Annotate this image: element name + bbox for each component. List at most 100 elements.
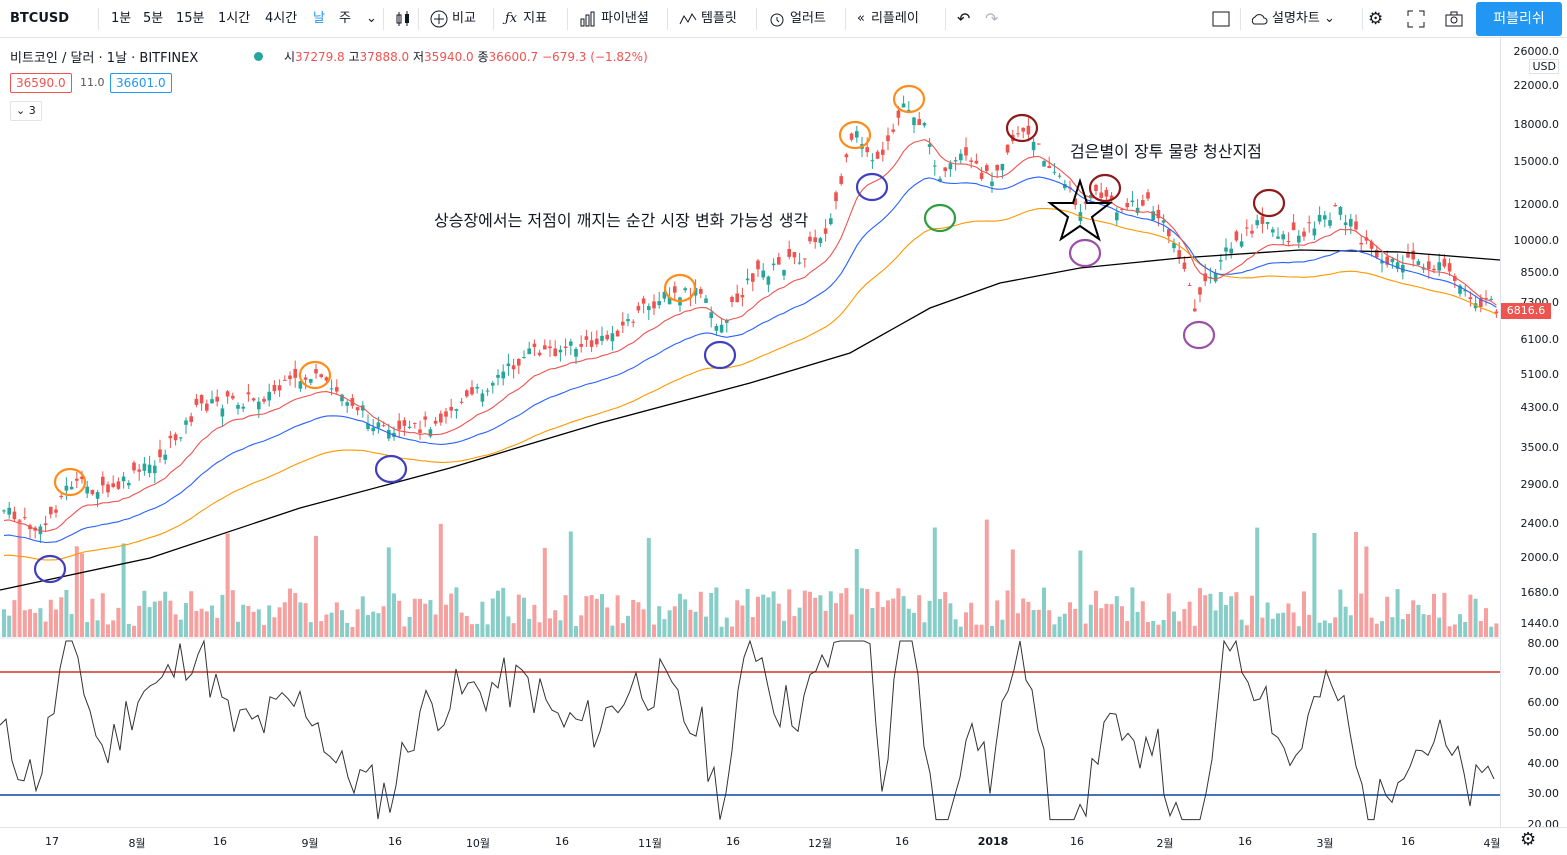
circle-marker[interactable] <box>892 84 926 114</box>
volume-bar <box>610 625 615 637</box>
interval-week[interactable]: 주 <box>339 11 351 26</box>
circle-marker[interactable] <box>1252 188 1286 218</box>
candle-body <box>241 406 245 409</box>
fullscreen-toggle-icon[interactable] <box>1212 0 1234 38</box>
interval-4h[interactable]: 4시간 <box>265 11 298 26</box>
time-tick: 16 <box>1401 835 1415 848</box>
interval-day[interactable]: 날 <box>313 11 325 26</box>
candle-body <box>1193 308 1197 312</box>
ask-price[interactable]: 36601.0 <box>110 73 172 93</box>
volume-bar <box>438 523 443 637</box>
candle-body <box>1213 272 1218 282</box>
interval-1h[interactable]: 1시간 <box>218 11 251 26</box>
financials-button[interactable]: 파이낸셜 <box>579 0 649 38</box>
volume-bar <box>724 617 729 637</box>
candle-body <box>418 429 422 434</box>
price-chart[interactable] <box>0 38 1500 827</box>
interval-15m[interactable]: 15분 <box>176 11 205 26</box>
templates-button[interactable]: 템플릿 <box>679 0 737 38</box>
circle-marker[interactable] <box>53 467 87 497</box>
circle-marker[interactable] <box>923 203 957 233</box>
circle-marker[interactable] <box>1182 320 1216 350</box>
volume-bar <box>1328 623 1332 637</box>
price-axis[interactable]: 26000.0 22000.0 18000.0 15000.0 12000.0 10000… <box>1500 38 1567 831</box>
fullscreen-icon[interactable] <box>1407 0 1429 38</box>
circle-marker[interactable] <box>1088 173 1122 203</box>
circle-marker[interactable] <box>298 360 332 390</box>
star-marker[interactable] <box>1047 177 1113 242</box>
candle-body <box>262 398 266 402</box>
candle-body <box>345 402 349 406</box>
annotation-star-note[interactable]: 검은별이 장투 물량 청산지점 <box>1070 142 1262 161</box>
volume-bars <box>2 519 1499 637</box>
candle-body <box>917 119 921 126</box>
circle-marker[interactable] <box>374 454 408 484</box>
volume-bar <box>1484 608 1488 637</box>
indicators-collapse-button[interactable]: ⌄ 3 <box>10 101 42 121</box>
candle-body <box>875 151 880 159</box>
circle-marker[interactable] <box>33 554 67 584</box>
alarm-clock-icon <box>770 13 784 26</box>
volume-bar <box>1151 620 1156 637</box>
volume-bar <box>1239 619 1244 637</box>
volume-bar <box>683 599 688 637</box>
volume-bar <box>485 624 490 637</box>
publish-button[interactable]: 퍼블리쉬 <box>1476 2 1562 36</box>
interval-1m[interactable]: 1분 <box>111 11 132 26</box>
redo-icon[interactable]: ↷ <box>985 9 999 28</box>
volume-bar <box>906 608 911 637</box>
time-tick: 4월 <box>1483 837 1501 850</box>
layout-menu-button[interactable]: 설명차트 ⌄ <box>1250 0 1335 38</box>
candle-body <box>714 325 719 331</box>
circle-marker[interactable] <box>703 340 737 370</box>
indicators-button[interactable]: ƒx 지표 <box>505 0 547 38</box>
price-tick: 3500.0 <box>1520 441 1560 454</box>
compare-button[interactable]: 비교 <box>430 0 476 38</box>
volume-bar <box>771 591 776 637</box>
volume-bar <box>927 600 932 637</box>
symbol-search[interactable]: BTCUSD <box>10 11 70 26</box>
price-tick: 1440.0 <box>1520 617 1560 630</box>
candle-body <box>766 276 771 285</box>
volume-bar <box>59 597 64 637</box>
candle-body <box>823 228 828 234</box>
alert-button[interactable]: 얼러트 <box>768 0 826 38</box>
candle-body <box>1042 161 1046 167</box>
interval-dropdown-chevron-icon[interactable]: ⌄ <box>366 11 377 26</box>
volume-bar <box>984 519 989 637</box>
volume-bar <box>1286 603 1291 637</box>
volume-bar <box>1432 593 1436 637</box>
circle-marker[interactable] <box>1068 238 1102 268</box>
volume-bar <box>33 612 38 637</box>
bid-price[interactable]: 36590.0 <box>10 73 72 93</box>
circle-marker[interactable] <box>663 273 697 303</box>
candle-body <box>142 463 147 471</box>
volume-bar <box>1005 590 1010 637</box>
candle-body <box>132 462 136 471</box>
circle-marker[interactable] <box>1005 113 1039 143</box>
camera-icon[interactable] <box>1445 0 1467 38</box>
divider <box>756 8 757 30</box>
volume-bar <box>1177 621 1182 637</box>
settings-gear-icon[interactable]: ⚙ <box>1368 9 1384 29</box>
chart-type-candles-icon[interactable] <box>394 0 416 38</box>
volume-bar <box>444 604 448 637</box>
interval-5m[interactable]: 5분 <box>143 11 164 26</box>
volume-bar <box>662 619 667 637</box>
settings-gear-icon[interactable]: ⚙ <box>1520 829 1537 850</box>
candle-body <box>1057 175 1062 177</box>
time-axis[interactable]: 17 8월 16 9월 16 10월 16 11월 16 12월 16 2018 16 2월 16 3월 16 4… <box>0 827 1567 855</box>
volume-bar <box>548 618 552 637</box>
candle-body <box>522 357 526 359</box>
volume-bar <box>1281 612 1286 637</box>
candle-body <box>756 260 760 270</box>
circle-marker[interactable] <box>855 172 889 202</box>
volume-bar <box>600 594 604 637</box>
annotation-bull-market-note[interactable]: 상승장에서는 저점이 깨지는 순간 시장 변화 가능성 생각 <box>434 211 809 230</box>
circle-marker[interactable] <box>838 120 872 150</box>
replay-button[interactable]: « 리플레이 <box>857 0 919 38</box>
candle-body <box>636 305 641 311</box>
candle-body <box>439 413 443 423</box>
candle-body <box>402 420 407 426</box>
undo-icon[interactable]: ↶ <box>957 9 971 28</box>
